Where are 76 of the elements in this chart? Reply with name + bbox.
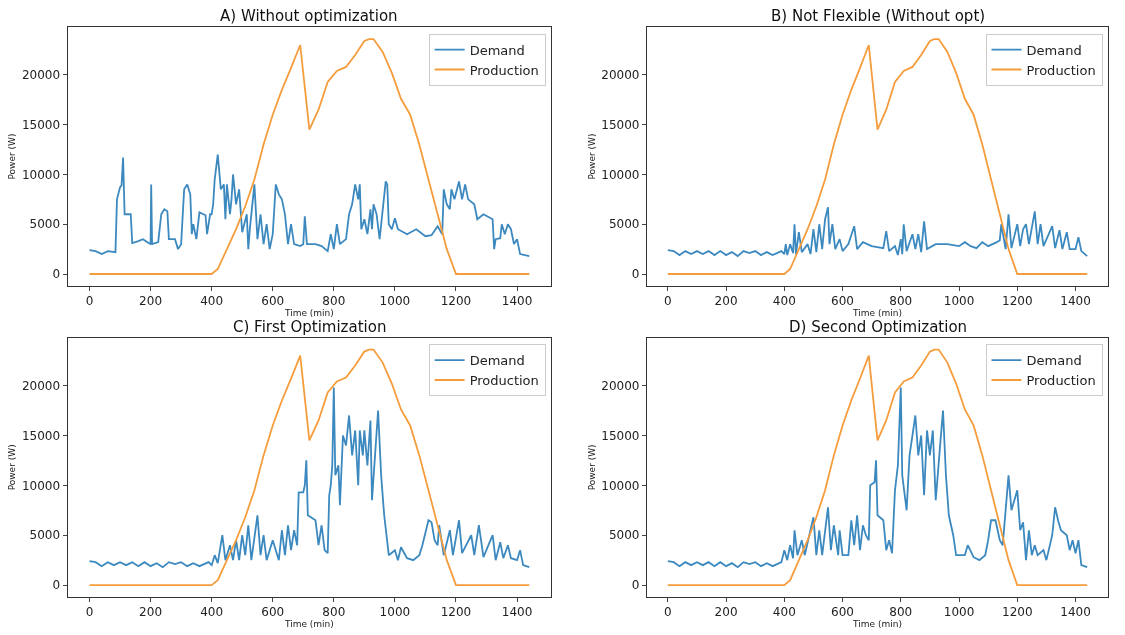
y-tick-label: 5000 [29, 217, 61, 232]
legend-label: Production [1026, 373, 1096, 389]
x-tick-label: 0 [664, 605, 672, 620]
x-tick-label: 1400 [501, 294, 533, 309]
x-tick-label: 200 [139, 605, 163, 620]
x-tick-label: 1200 [1002, 294, 1033, 309]
y-tick-label: 15000 [21, 117, 61, 132]
y-tick-label: 5000 [608, 528, 640, 543]
y-tick-label: 5000 [29, 528, 61, 543]
x-tick-label: 1200 [440, 294, 472, 309]
y-tick-label: 10000 [21, 478, 61, 493]
x-tick-label: 600 [261, 294, 285, 309]
x-axis-title: Time (min) [852, 619, 902, 630]
x-axis-title: Time (min) [852, 308, 902, 319]
y-tick-label: 20000 [21, 378, 61, 393]
line-series [88, 386, 531, 569]
x-tick-label: 400 [200, 605, 224, 620]
y-tick-label: 20000 [601, 378, 640, 393]
x-tick-label: 1400 [501, 605, 533, 620]
y-axis-title: Power (W) [586, 133, 597, 180]
y-tick-label: 10000 [601, 478, 640, 493]
y-tick-label: 10000 [21, 167, 61, 182]
y-axis-title: Power (W) [7, 133, 18, 180]
x-tick-label: 400 [772, 605, 796, 620]
chart-title: B) Not Flexible (Without opt) [771, 7, 986, 25]
legend-label: Production [469, 62, 539, 78]
y-tick-label: 10000 [601, 167, 640, 182]
legend-label: Demand [1026, 42, 1082, 58]
x-tick-label: 1400 [1060, 294, 1091, 309]
y-tick-label: 0 [631, 578, 640, 593]
x-tick-label: 0 [85, 294, 94, 309]
y-tick-label: 20000 [601, 68, 640, 83]
x-tick-label: 1000 [943, 605, 975, 620]
x-axis-title: Time (min) [283, 619, 334, 630]
x-tick-label: 1200 [440, 605, 472, 620]
y-tick-label: 15000 [601, 428, 640, 443]
legend-label: Production [1026, 62, 1096, 78]
line-series [666, 206, 1089, 257]
chart-title: D) Second Optimization [789, 318, 968, 336]
x-tick-label: 0 [664, 294, 672, 309]
x-tick-label: 400 [772, 294, 796, 309]
legend-label: Demand [1026, 353, 1082, 369]
x-tick-label: 200 [714, 605, 738, 620]
y-tick-label: 0 [631, 267, 640, 282]
x-tick-label: 200 [714, 294, 738, 309]
x-tick-label: 1000 [379, 605, 411, 620]
y-tick-label: 20000 [21, 68, 61, 83]
chart-title: A) Without optimization [220, 7, 398, 25]
y-tick-label: 0 [52, 267, 61, 282]
y-tick-label: 15000 [601, 117, 640, 132]
x-tick-label: 1000 [379, 294, 411, 309]
x-axis-title: Time (min) [283, 308, 334, 319]
x-tick-label: 600 [831, 294, 855, 309]
y-tick-label: 5000 [608, 217, 640, 232]
line-series [666, 386, 1089, 569]
line-series [88, 153, 531, 257]
x-tick-label: 1000 [943, 294, 975, 309]
x-tick-label: 0 [85, 605, 94, 620]
y-tick-label: 0 [52, 578, 61, 593]
y-axis-title: Power (W) [586, 444, 597, 491]
legend-label: Demand [469, 353, 525, 369]
x-tick-label: 600 [261, 605, 285, 620]
x-tick-label: 200 [139, 294, 163, 309]
x-tick-label: 1400 [1060, 605, 1091, 620]
x-tick-label: 800 [322, 294, 346, 309]
x-tick-label: 400 [200, 294, 224, 309]
legend-label: Demand [469, 42, 525, 58]
x-tick-label: 1200 [1002, 605, 1033, 620]
x-tick-label: 600 [831, 605, 855, 620]
legend-label: Production [469, 373, 539, 389]
y-axis-title: Power (W) [7, 444, 18, 491]
chart-title: C) First Optimization [233, 318, 387, 336]
x-tick-label: 800 [889, 605, 913, 620]
x-tick-label: 800 [889, 294, 913, 309]
y-tick-label: 15000 [21, 428, 61, 443]
x-tick-label: 800 [322, 605, 346, 620]
